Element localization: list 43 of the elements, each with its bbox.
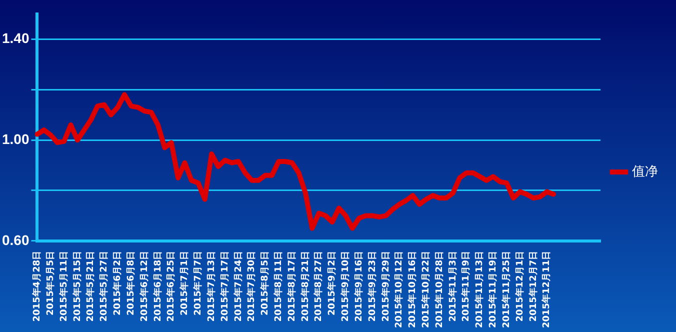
legend-label: 值净 — [632, 164, 658, 180]
x-tick-label: 2015年9月23日 — [366, 250, 378, 322]
x-tick-label: 2015年6月25日 — [166, 250, 177, 322]
x-tick-label: 2015年8月21日 — [300, 250, 311, 322]
x-tick-label: 2015年10月12日 — [394, 250, 405, 328]
x-tick-label: 2015年8月17日 — [286, 250, 298, 322]
x-tick-label: 2015年9月2日 — [326, 250, 338, 316]
x-tick-label: 2015年9月10日 — [340, 250, 352, 322]
x-tick-label: 2015年7月17日 — [219, 250, 230, 322]
x-tick-label: 2015年11月25日 — [500, 250, 512, 328]
x-tick-label: 2015年5月11日 — [58, 250, 70, 322]
x-tick-label: 2015年12月7日 — [528, 250, 539, 322]
x-tick-label: 2015年5月5日 — [45, 250, 56, 316]
x-tick-label: 2015年11月13日 — [474, 250, 486, 328]
x-tick-label: 2015年8月11日 — [272, 250, 284, 322]
x-tick-label: 2015年6月12日 — [138, 250, 150, 322]
x-tick-label: 2015年9月29日 — [380, 250, 392, 322]
x-tick-label: 2015年12月1日 — [514, 250, 526, 322]
x-tick-label: 2015年5月15日 — [72, 250, 83, 322]
x-tick-label: 2015年10月28日 — [434, 250, 445, 328]
x-tick-label: 2015年7月13日 — [206, 250, 217, 322]
x-tick-label: 2015年5月27日 — [98, 250, 110, 322]
x-tick-label: 2015年4月28日 — [32, 250, 43, 322]
x-tick-label: 2015年11月9日 — [460, 250, 472, 322]
x-tick-label: 2015年11月3日 — [447, 250, 458, 322]
y-tick-label: 1.00 — [2, 130, 30, 147]
x-tick-label: 2015年10月22日 — [420, 250, 432, 328]
x-tick-label: 2015年7月30日 — [246, 250, 258, 322]
x-tick-label: 2015年7月7日 — [192, 250, 204, 316]
x-tick-label: 2015年7月24日 — [232, 250, 244, 322]
x-tick-label: 2015年6月18日 — [152, 250, 164, 322]
x-tick-label: 2015年9月16日 — [353, 250, 364, 322]
x-tick-label: 2015年11月19日 — [488, 250, 499, 328]
x-tick-label: 2015年8月5日 — [260, 250, 271, 316]
x-tick-label: 2015年10月16日 — [407, 250, 418, 328]
y-tick-label: 0.60 — [2, 232, 30, 248]
x-tick-label: 2015年5月21日 — [85, 250, 96, 322]
x-tick-label: 2015年6月2日 — [112, 250, 124, 316]
x-tick-label: 2015年7月1日 — [179, 250, 190, 316]
x-tick-label: 2015年6月8日 — [125, 250, 136, 316]
x-tick-label: 2015年12月11日 — [541, 250, 552, 328]
x-tick-label: 2015年8月27日 — [313, 250, 324, 322]
y-tick-label: 1.40 — [2, 30, 30, 46]
